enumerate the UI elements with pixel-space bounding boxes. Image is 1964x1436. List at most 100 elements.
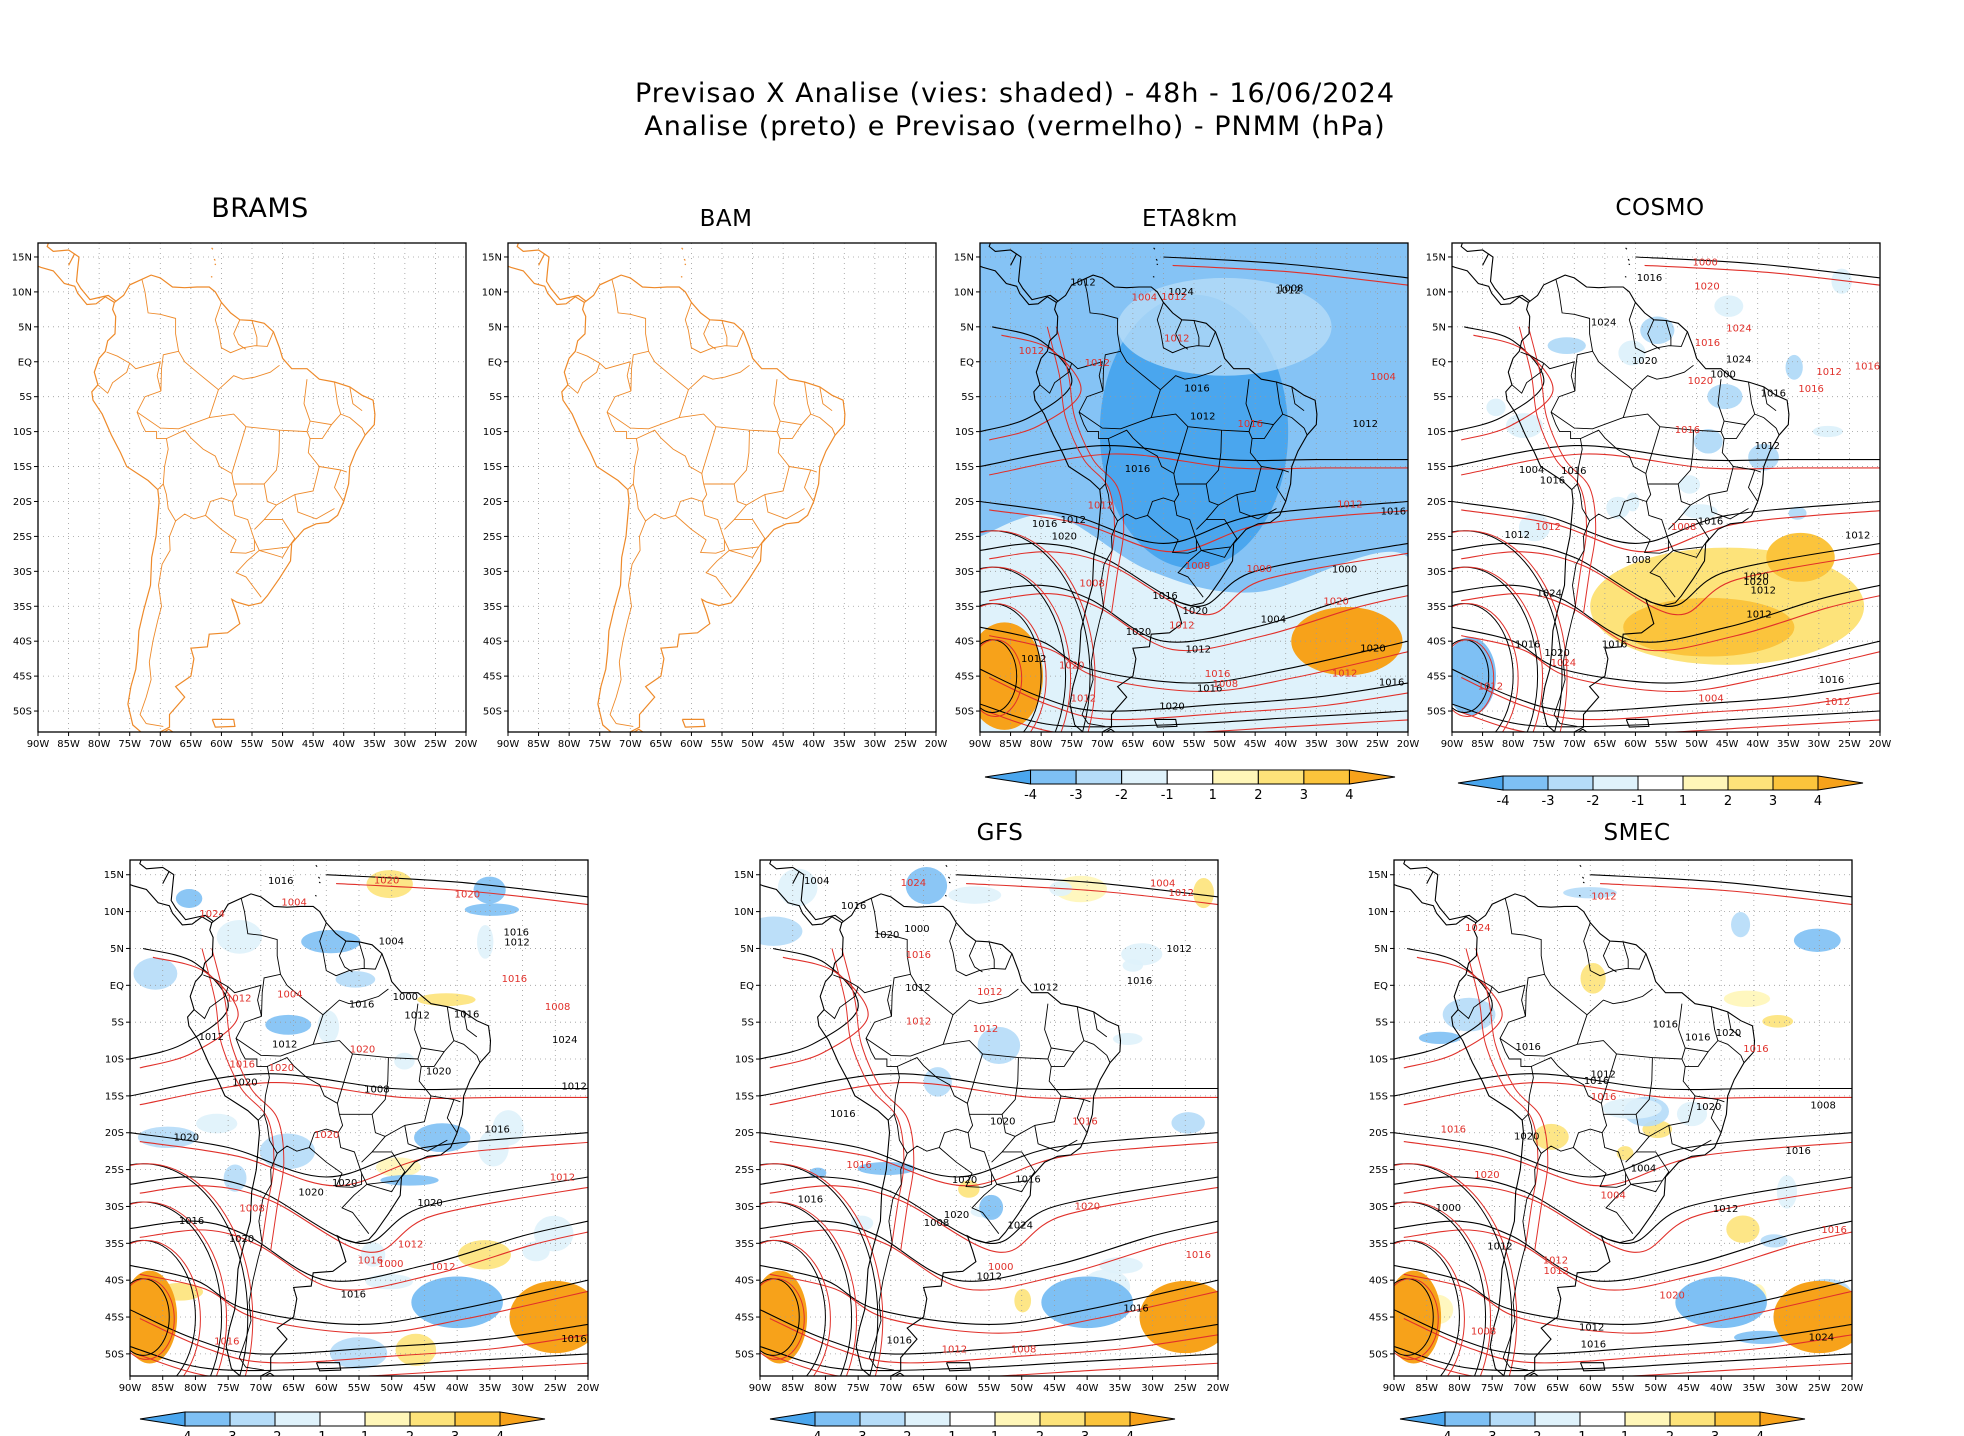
lon-tick-label: 75W bbox=[1532, 739, 1555, 750]
lat-tick-label: 30S bbox=[13, 567, 32, 578]
contour-label: 1012 bbox=[1275, 285, 1300, 296]
lon-tick-label: 55W bbox=[711, 739, 734, 750]
lat-tick-label: 10N bbox=[954, 287, 974, 298]
lat-tick-label: 25S bbox=[1369, 1165, 1388, 1176]
lat-tick-label: 10S bbox=[105, 1055, 124, 1066]
lat-tick-label: 35S bbox=[483, 602, 502, 613]
lat-tick-label: 40S bbox=[1427, 637, 1446, 648]
lon-tick-label: 50W bbox=[380, 1383, 403, 1394]
colorbar-tick-label: 3 bbox=[1081, 1430, 1089, 1436]
country-borders bbox=[567, 279, 836, 727]
lon-tick-label: 90W bbox=[27, 739, 50, 750]
colorbar-tick-label: 3 bbox=[1300, 788, 1308, 803]
lon-tick-label: 90W bbox=[1383, 1383, 1406, 1394]
colorbar-segment bbox=[1534, 1411, 1581, 1427]
colorbar-tick-label: -4 bbox=[809, 1430, 822, 1436]
panel-title-bam: BAM bbox=[699, 206, 753, 232]
lon-tick-label: 90W bbox=[119, 1383, 142, 1394]
contour-label: 1012 bbox=[1088, 500, 1113, 511]
lon-tick-label: 60W bbox=[315, 1383, 338, 1394]
contour-label: 1020 bbox=[314, 1130, 339, 1141]
lon-tick-label: 65W bbox=[1122, 739, 1145, 750]
colorbar-tick-label: -3 bbox=[1070, 788, 1083, 803]
lon-tick-label: 60W bbox=[1624, 739, 1647, 750]
lat-tick-label: 15N bbox=[1426, 252, 1446, 263]
contour-label: 1024 bbox=[552, 1035, 577, 1046]
lon-tick-label: 70W bbox=[880, 1383, 903, 1394]
contour-label: 1004 bbox=[804, 876, 829, 887]
contour-label: 1020 bbox=[298, 1188, 323, 1199]
contour-label: 1016 bbox=[1591, 1092, 1616, 1103]
lat-tick-label: EQ bbox=[1374, 981, 1388, 992]
lon-tick-label: 80W bbox=[1030, 739, 1053, 750]
contour-label: 1016 bbox=[1581, 1340, 1606, 1351]
lat-tick-label: 15N bbox=[734, 870, 754, 881]
contour-label: 1016 bbox=[1561, 466, 1586, 477]
contour-label: 1016 bbox=[1184, 384, 1209, 395]
lon-tick-label: 70W bbox=[250, 1383, 273, 1394]
axis-labels: 15N 10N 5N EQ 5S 10S 15S 20S 25S 30S 35S 40S 45S 50S 9… bbox=[104, 870, 600, 1394]
lon-tick-label: 35W bbox=[833, 739, 856, 750]
lon-tick-label: 50W bbox=[1685, 739, 1708, 750]
lon-tick-label: 60W bbox=[1152, 739, 1175, 750]
colorbar-tick-label: 1 bbox=[1209, 788, 1217, 803]
lat-tick-label: 20S bbox=[483, 497, 502, 508]
lon-tick-label: 50W bbox=[1010, 1383, 1033, 1394]
lat-tick-label: 30S bbox=[955, 567, 974, 578]
colorbar-segment bbox=[454, 1411, 501, 1427]
colorbar-segment bbox=[1624, 1411, 1671, 1427]
lon-tick-label: 65W bbox=[1594, 739, 1617, 750]
contour-label: 1012 bbox=[977, 987, 1002, 998]
figure-title-line-2: Analise (preto) e Previsao (vermelho) - … bbox=[644, 111, 1386, 142]
lat-tick-label: 15N bbox=[12, 252, 32, 263]
contour-label: 1012 bbox=[1164, 333, 1189, 344]
contour-label: 1016 bbox=[798, 1194, 823, 1205]
contour-label: 1008 bbox=[1471, 1327, 1496, 1338]
lat-tick-label: 20S bbox=[105, 1128, 124, 1139]
contour-label: 1012 bbox=[1071, 694, 1096, 705]
contour-label: 1016 bbox=[349, 1000, 374, 1011]
lon-tick-label: 75W bbox=[118, 739, 141, 750]
contour-label: 1016 bbox=[1821, 1225, 1846, 1236]
contour-label: 1000 bbox=[1710, 369, 1735, 380]
contour-label: 1012 bbox=[1590, 1070, 1615, 1081]
colorbar-tick-label: -1 bbox=[1632, 794, 1645, 809]
lat-tick-label: 15S bbox=[483, 462, 502, 473]
contour-label: 1016 bbox=[1152, 591, 1177, 602]
colorbar-tick-label: 3 bbox=[1711, 1430, 1719, 1436]
lon-tick-label: 20W bbox=[1869, 739, 1892, 750]
contour-label: 1016 bbox=[268, 876, 293, 887]
bias-shading bbox=[1452, 268, 1865, 716]
lat-tick-label: 5S bbox=[1375, 1018, 1388, 1029]
grid-lines bbox=[38, 243, 466, 732]
contour-label: 1012 bbox=[199, 1032, 224, 1043]
lon-tick-label: 20W bbox=[1397, 739, 1420, 750]
contour-label: 1020 bbox=[232, 1078, 257, 1089]
contour-label: 1012 bbox=[1535, 522, 1560, 533]
lon-tick-label: 70W bbox=[1563, 739, 1586, 750]
lon-tick-label: 45W bbox=[1677, 1383, 1700, 1394]
contour-label: 1016 bbox=[830, 1109, 855, 1120]
contour-label: 1012 bbox=[1190, 411, 1215, 422]
lat-tick-label: 20S bbox=[1369, 1128, 1388, 1139]
lon-tick-label: 20W bbox=[1207, 1383, 1230, 1394]
lon-tick-label: 55W bbox=[1612, 1383, 1635, 1394]
lat-tick-label: 15S bbox=[1369, 1091, 1388, 1102]
lon-tick-label: 55W bbox=[1655, 739, 1678, 750]
lon-tick-label: 60W bbox=[1579, 1383, 1602, 1394]
lon-tick-label: 30W bbox=[1141, 1383, 1164, 1394]
contour-label: 1004 bbox=[1370, 372, 1395, 383]
lat-tick-label: 5N bbox=[740, 944, 754, 955]
lat-tick-label: 10S bbox=[1369, 1055, 1388, 1066]
lat-tick-label: 10S bbox=[483, 427, 502, 438]
contour-label: 1020 bbox=[1052, 532, 1077, 543]
lat-tick-label: 40S bbox=[1369, 1276, 1388, 1287]
lon-tick-label: 30W bbox=[864, 739, 887, 750]
lon-tick-label: 45W bbox=[413, 1383, 436, 1394]
contour-label: 1020 bbox=[1696, 1102, 1721, 1113]
bias-shading bbox=[130, 870, 588, 1369]
contour-label: 1012 bbox=[1755, 441, 1780, 452]
colorbar-segment bbox=[1547, 775, 1594, 791]
lon-tick-label: 85W bbox=[1415, 1383, 1438, 1394]
colorbar-segment bbox=[139, 1411, 186, 1427]
